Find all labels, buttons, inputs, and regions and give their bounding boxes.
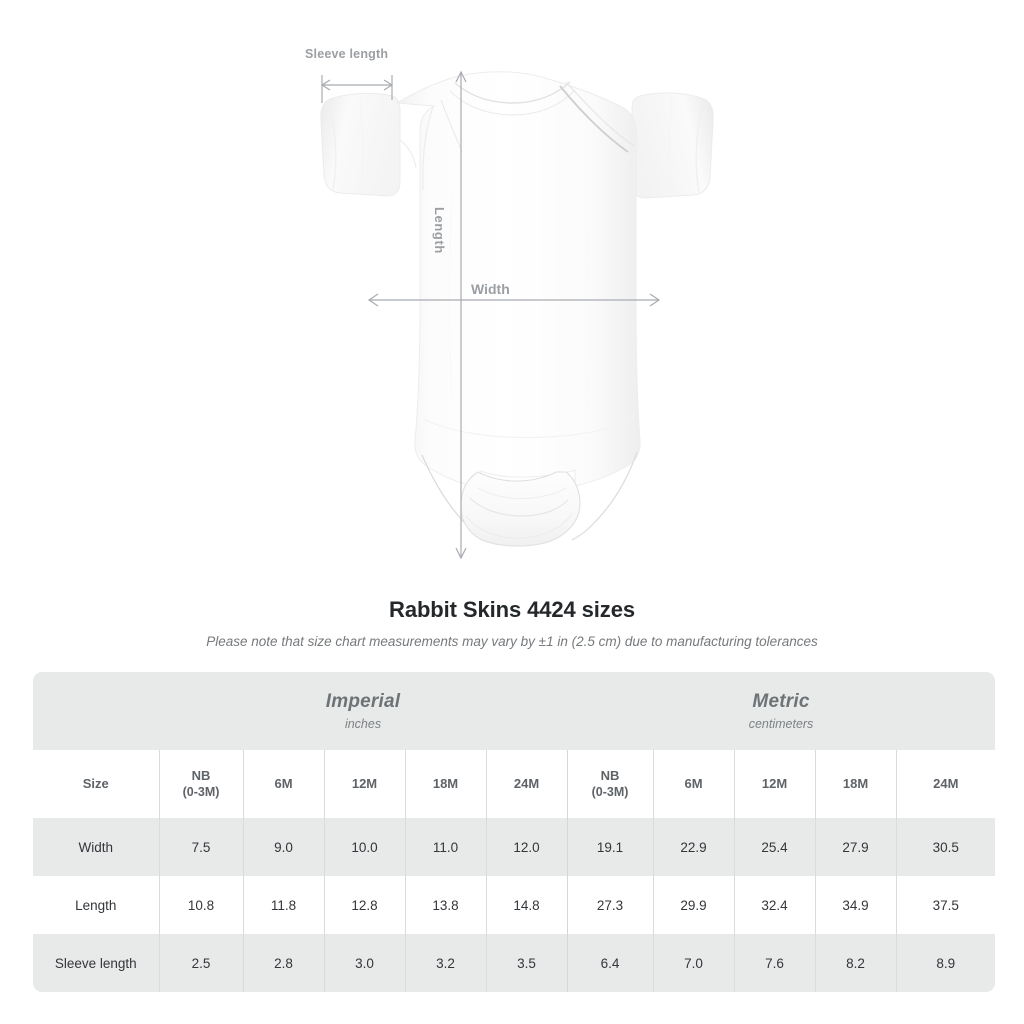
cell-length-24m-in: 14.8 bbox=[485, 876, 568, 934]
row-label-sleeve-length: Sleeve length bbox=[33, 934, 159, 992]
snap-crotch-flap bbox=[460, 471, 581, 547]
cell-sleeve-18m-cm: 8.2 bbox=[814, 934, 897, 992]
header-size-label: Size bbox=[33, 750, 159, 818]
cell-sleeve-nb-in: 2.5 bbox=[158, 934, 243, 992]
cell-width-nb-in: 7.5 bbox=[158, 818, 243, 876]
cell-width-24m-in: 12.0 bbox=[485, 818, 568, 876]
sleeve-length-label: Sleeve length bbox=[305, 47, 389, 61]
header-col-sublabel: (0-3M) bbox=[182, 785, 220, 799]
header-col-nb-metric: NB (0-3M) bbox=[566, 750, 654, 818]
unit-group-imperial-sub: inches bbox=[344, 716, 382, 731]
measurement-lines bbox=[320, 70, 661, 560]
header-col-6m-metric: 6M bbox=[652, 750, 735, 818]
cell-width-24m-cm: 30.5 bbox=[895, 818, 996, 876]
size-header-row: Size NB (0-3M) 6M 12M 18M 24M NB (0-3M) … bbox=[33, 750, 996, 818]
bodysuit-diagram bbox=[320, 70, 714, 560]
sleeve-length-arrow bbox=[320, 75, 394, 103]
cell-width-6m-cm: 22.9 bbox=[652, 818, 735, 876]
header-col-sublabel: (0-3M) bbox=[591, 785, 629, 799]
row-label-width: Width bbox=[33, 818, 159, 876]
cell-sleeve-nb-cm: 6.4 bbox=[566, 934, 654, 992]
row-label-length: Length bbox=[33, 876, 159, 934]
page-title: Rabbit Skins 4424 sizes bbox=[389, 597, 635, 622]
cell-width-nb-cm: 19.1 bbox=[566, 818, 654, 876]
header-col-18m-imperial: 18M bbox=[404, 750, 486, 818]
cell-length-18m-in: 13.8 bbox=[404, 876, 486, 934]
header-col-label: NB bbox=[191, 768, 211, 783]
unit-group-imperial-name: Imperial bbox=[325, 690, 401, 712]
cell-length-18m-cm: 34.9 bbox=[814, 876, 897, 934]
cell-sleeve-24m-cm: 8.9 bbox=[895, 934, 996, 992]
table-row-length: Length 10.8 11.8 12.8 13.8 14.8 27.3 29.… bbox=[33, 876, 996, 934]
header-col-12m-metric: 12M bbox=[733, 750, 816, 818]
cell-length-24m-cm: 37.5 bbox=[895, 876, 996, 934]
unit-group-imperial: Imperial inches bbox=[159, 672, 568, 750]
header-col-12m-imperial: 12M bbox=[323, 750, 405, 818]
bodysuit-body bbox=[395, 71, 641, 542]
cell-sleeve-18m-in: 3.2 bbox=[404, 934, 486, 992]
garment-illustration: Sleeve length Width Length bbox=[305, 47, 714, 560]
unit-spacer-cell bbox=[33, 672, 159, 750]
left-sleeve bbox=[320, 92, 401, 197]
size-chart-table: Imperial inches Metric centimeters Size … bbox=[33, 672, 996, 992]
right-sleeve bbox=[631, 92, 714, 199]
header-col-18m-metric: 18M bbox=[814, 750, 897, 818]
cell-length-6m-in: 11.8 bbox=[242, 876, 324, 934]
unit-group-metric-sub: centimeters bbox=[748, 716, 814, 731]
unit-group-metric-name: Metric bbox=[752, 690, 810, 712]
cell-length-12m-in: 12.8 bbox=[323, 876, 405, 934]
cell-length-nb-cm: 27.3 bbox=[566, 876, 654, 934]
cell-sleeve-12m-in: 3.0 bbox=[323, 934, 405, 992]
cell-width-12m-in: 10.0 bbox=[323, 818, 405, 876]
cell-length-nb-in: 10.8 bbox=[158, 876, 243, 934]
cell-width-18m-in: 11.0 bbox=[404, 818, 486, 876]
header-col-label: NB bbox=[600, 768, 620, 783]
title-block: Rabbit Skins 4424 sizes Please note that… bbox=[0, 596, 1024, 651]
header-col-24m-imperial: 24M bbox=[485, 750, 568, 818]
width-label: Width bbox=[471, 281, 510, 297]
header-col-nb-imperial: NB (0-3M) bbox=[158, 750, 243, 818]
cell-length-12m-cm: 32.4 bbox=[733, 876, 816, 934]
cell-sleeve-6m-cm: 7.0 bbox=[652, 934, 735, 992]
cell-width-12m-cm: 25.4 bbox=[733, 818, 816, 876]
cell-sleeve-12m-cm: 7.6 bbox=[733, 934, 816, 992]
size-chart-table-wrapper: Imperial inches Metric centimeters Size … bbox=[33, 672, 996, 992]
page-subtitle: Please note that size chart measurements… bbox=[206, 634, 818, 649]
length-arrow bbox=[455, 70, 467, 560]
header-col-24m-metric: 24M bbox=[895, 750, 996, 818]
table-row-width: Width 7.5 9.0 10.0 11.0 12.0 19.1 22.9 2… bbox=[33, 818, 996, 876]
table-row-sleeve-length: Sleeve length 2.5 2.8 3.0 3.2 3.5 6.4 7.… bbox=[33, 934, 996, 992]
cell-width-18m-cm: 27.9 bbox=[814, 818, 897, 876]
unit-group-metric: Metric centimeters bbox=[567, 672, 996, 750]
length-label: Length bbox=[432, 207, 447, 254]
header-col-6m-imperial: 6M bbox=[242, 750, 324, 818]
cell-length-6m-cm: 29.9 bbox=[652, 876, 735, 934]
width-arrow bbox=[367, 293, 661, 307]
cell-sleeve-6m-in: 2.8 bbox=[242, 934, 324, 992]
cell-sleeve-24m-in: 3.5 bbox=[485, 934, 568, 992]
cell-width-6m-in: 9.0 bbox=[242, 818, 324, 876]
unit-group-row: Imperial inches Metric centimeters bbox=[33, 672, 996, 750]
